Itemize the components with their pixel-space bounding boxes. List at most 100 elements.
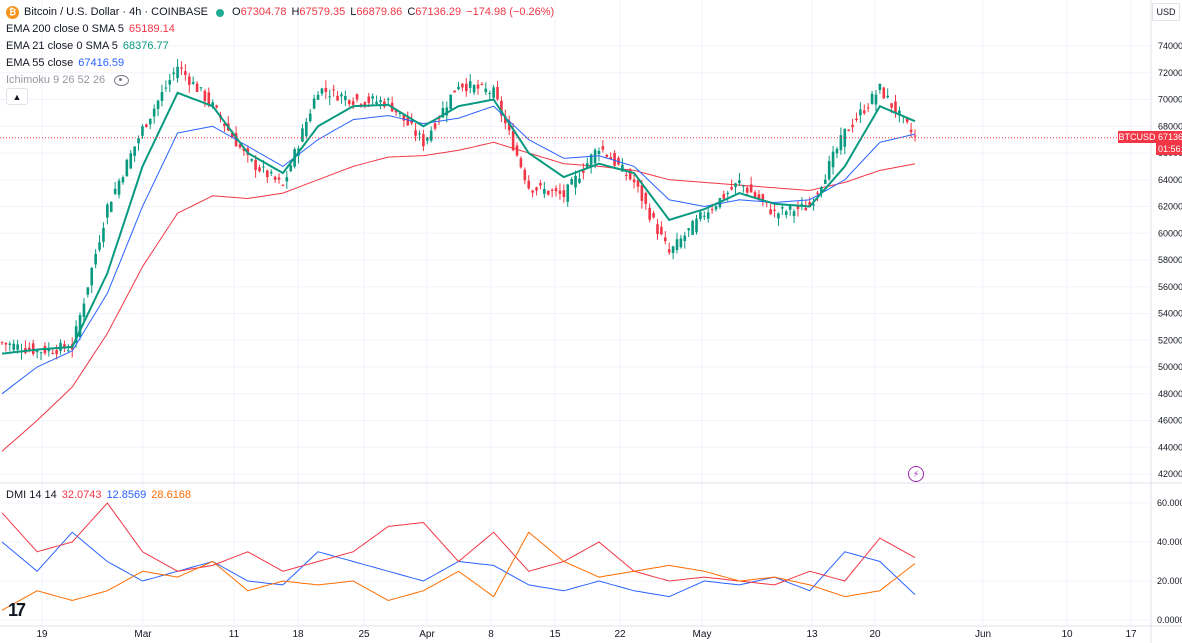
candle-body — [855, 118, 858, 121]
indicator-ema21[interactable]: EMA 21 close 0 SMA 5 68376.77 — [6, 38, 554, 55]
candle-body — [211, 102, 214, 106]
candle-body — [133, 146, 136, 156]
candle-body — [749, 184, 753, 193]
candle-body — [398, 112, 402, 114]
candle-body — [308, 113, 312, 122]
lightning-icon[interactable]: ⚡ — [908, 466, 924, 482]
candle-body — [656, 224, 659, 235]
candle-body — [800, 203, 804, 205]
currency-button[interactable]: USD — [1152, 3, 1180, 21]
candle-body — [851, 124, 854, 128]
indicator-ema55[interactable]: EMA 55 close 67416.59 — [6, 55, 554, 72]
candle-body — [320, 88, 324, 94]
dmi-adx-value: 28.6168 — [151, 489, 192, 501]
candle-body — [82, 303, 86, 318]
candle-body — [359, 104, 363, 106]
candle-body — [223, 123, 226, 127]
candle-body — [730, 186, 733, 190]
candle-body — [176, 66, 179, 79]
candle-body — [125, 159, 129, 177]
dmi-tick-label: 0.0000 — [1157, 615, 1182, 625]
candle-body — [258, 167, 261, 172]
ema200-line — [1, 141, 916, 452]
candle-body — [784, 211, 788, 215]
candle-body — [152, 108, 156, 117]
candle-body — [870, 93, 874, 104]
price-tick-label: 70000 — [1158, 95, 1182, 105]
candle-body — [429, 130, 433, 141]
indicator-label: Ichimoku 9 26 52 26 — [6, 74, 106, 86]
symbol-header[interactable]: ₿ Bitcoin / U.S. Dollar · 4h · COINBASE … — [6, 4, 554, 21]
candle-body — [35, 350, 39, 353]
candle-body — [375, 101, 378, 104]
symbol-tag: BTCUSD — [1118, 131, 1156, 143]
ema21-line — [1, 91, 916, 355]
candle-body — [519, 158, 523, 168]
indicator-ichimoku[interactable]: Ichimoku 9 26 52 26 — [6, 72, 554, 89]
candle-body — [823, 179, 827, 184]
candle-body — [425, 137, 429, 141]
candle-body — [593, 149, 597, 164]
candle-body — [453, 90, 456, 93]
candle-body — [184, 71, 187, 75]
candle-body — [562, 190, 566, 198]
price-tick-label: 68000 — [1158, 121, 1182, 131]
candle-body — [496, 86, 499, 100]
dmi-tick-label: 60.0000 — [1157, 498, 1182, 508]
candle-body — [31, 343, 35, 355]
collapse-legend-button[interactable]: ▲ — [6, 88, 28, 105]
indicator-ema200[interactable]: EMA 200 close 0 SMA 5 65189.14 — [6, 21, 554, 38]
price-tick-label: 46000 — [1158, 416, 1182, 426]
candle-body — [827, 160, 831, 180]
candles — [0, 58, 917, 361]
candle-body — [663, 237, 667, 242]
candle-body — [632, 179, 636, 183]
price-tick-label: 74000 — [1158, 41, 1182, 51]
candle-body — [788, 205, 792, 210]
candle-body — [195, 83, 199, 92]
candle-body — [566, 184, 570, 202]
candle-body — [488, 93, 492, 95]
candle-body — [597, 150, 601, 155]
candle-body — [254, 159, 257, 171]
candle-body — [913, 135, 917, 137]
candle-body — [859, 109, 862, 116]
candle-body — [753, 192, 757, 198]
tradingview-logo-icon[interactable]: 17 — [8, 600, 26, 620]
dmi-pane — [1, 502, 916, 611]
candle-body — [511, 130, 515, 151]
candle-body — [102, 227, 105, 242]
ohlc-close: C67136.29 — [407, 6, 462, 18]
candle-body — [129, 153, 133, 169]
candle-body — [843, 128, 847, 147]
candle-body — [262, 166, 265, 168]
hidden-eye-icon[interactable] — [114, 75, 130, 86]
candle-body — [312, 98, 316, 109]
candle-body — [316, 94, 320, 100]
candle-body — [238, 144, 242, 148]
candle-body — [714, 206, 718, 210]
dmi-minus-line — [1, 502, 916, 586]
candle-body — [687, 228, 691, 231]
candle-body — [289, 165, 293, 172]
symbol-title: Bitcoin / U.S. Dollar · 4h · COINBASE — [24, 6, 208, 18]
candle-body — [769, 209, 772, 215]
candle-body — [691, 220, 694, 235]
candle-body — [585, 163, 589, 168]
candle-body — [160, 92, 164, 102]
candle-body — [324, 87, 328, 92]
candle-body — [172, 72, 175, 75]
candle-body — [480, 83, 484, 85]
price-tick-label: 52000 — [1158, 335, 1182, 345]
candle-body — [55, 350, 58, 355]
candle-body — [266, 170, 269, 178]
dmi-legend[interactable]: DMI 14 14 32.0743 12.8569 28.6168 — [6, 489, 191, 501]
candle-body — [847, 129, 850, 132]
candle-body — [644, 193, 648, 204]
candle-body — [148, 118, 152, 125]
candle-body — [816, 192, 819, 194]
candle-body — [890, 103, 893, 108]
candle-body — [796, 205, 800, 209]
